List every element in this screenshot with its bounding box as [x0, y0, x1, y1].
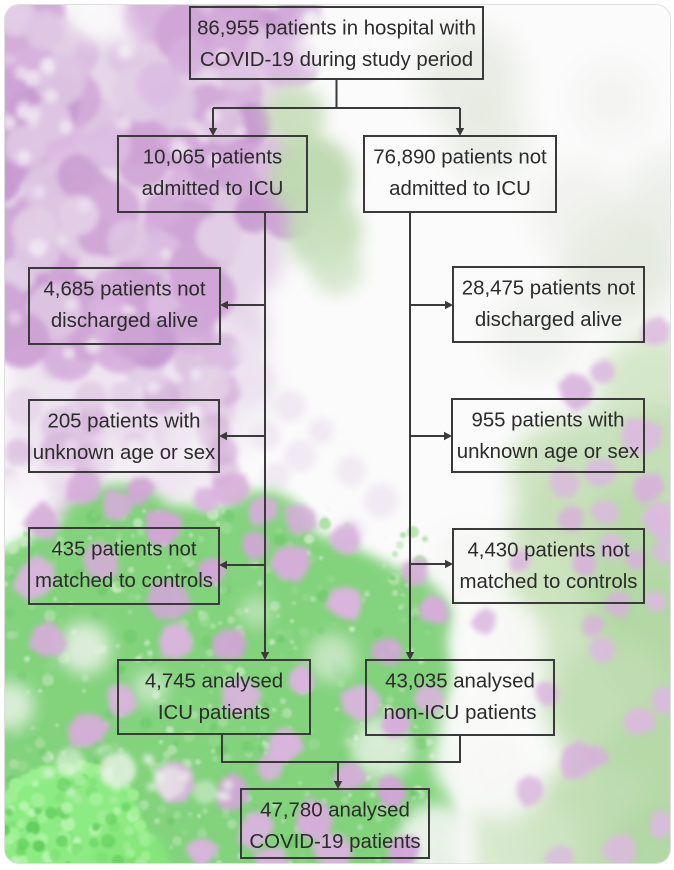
svg-text:discharged alive: discharged alive: [51, 310, 198, 332]
svg-text:COVID-19 during study period: COVID-19 during study period: [200, 49, 473, 71]
svg-text:unknown age or sex: unknown age or sex: [33, 442, 216, 464]
svg-text:10,065 patients: 10,065 patients: [143, 147, 282, 169]
svg-text:admitted to ICU: admitted to ICU: [389, 178, 531, 200]
svg-text:unknown age or sex: unknown age or sex: [457, 441, 640, 463]
svg-text:435 patients not: 435 patients not: [51, 539, 196, 561]
svg-text:discharged alive: discharged alive: [475, 309, 622, 331]
svg-text:76,890 patients not: 76,890 patients not: [373, 147, 547, 169]
svg-text:4,430 patients not: 4,430 patients not: [467, 540, 629, 562]
svg-text:43,035 analysed: 43,035 analysed: [385, 671, 535, 693]
svg-text:matched to controls: matched to controls: [35, 570, 213, 592]
svg-text:admitted to ICU: admitted to ICU: [142, 178, 284, 200]
svg-text:28,475 patients not: 28,475 patients not: [462, 278, 636, 300]
svg-text:ICU patients: ICU patients: [158, 702, 270, 724]
svg-text:COVID-19 patients: COVID-19 patients: [249, 831, 420, 853]
svg-text:86,955 patients in hospital wi: 86,955 patients in hospital with: [197, 18, 476, 40]
svg-text:47,780 analysed: 47,780 analysed: [260, 800, 410, 822]
svg-text:matched to controls: matched to controls: [460, 571, 638, 593]
svg-text:4,745 analysed: 4,745 analysed: [145, 671, 283, 693]
svg-text:4,685 patients not: 4,685 patients not: [43, 279, 205, 301]
svg-text:955 patients with: 955 patients with: [471, 410, 624, 432]
svg-text:non-ICU patients: non-ICU patients: [383, 702, 536, 724]
svg-text:205 patients with: 205 patients with: [47, 411, 200, 433]
